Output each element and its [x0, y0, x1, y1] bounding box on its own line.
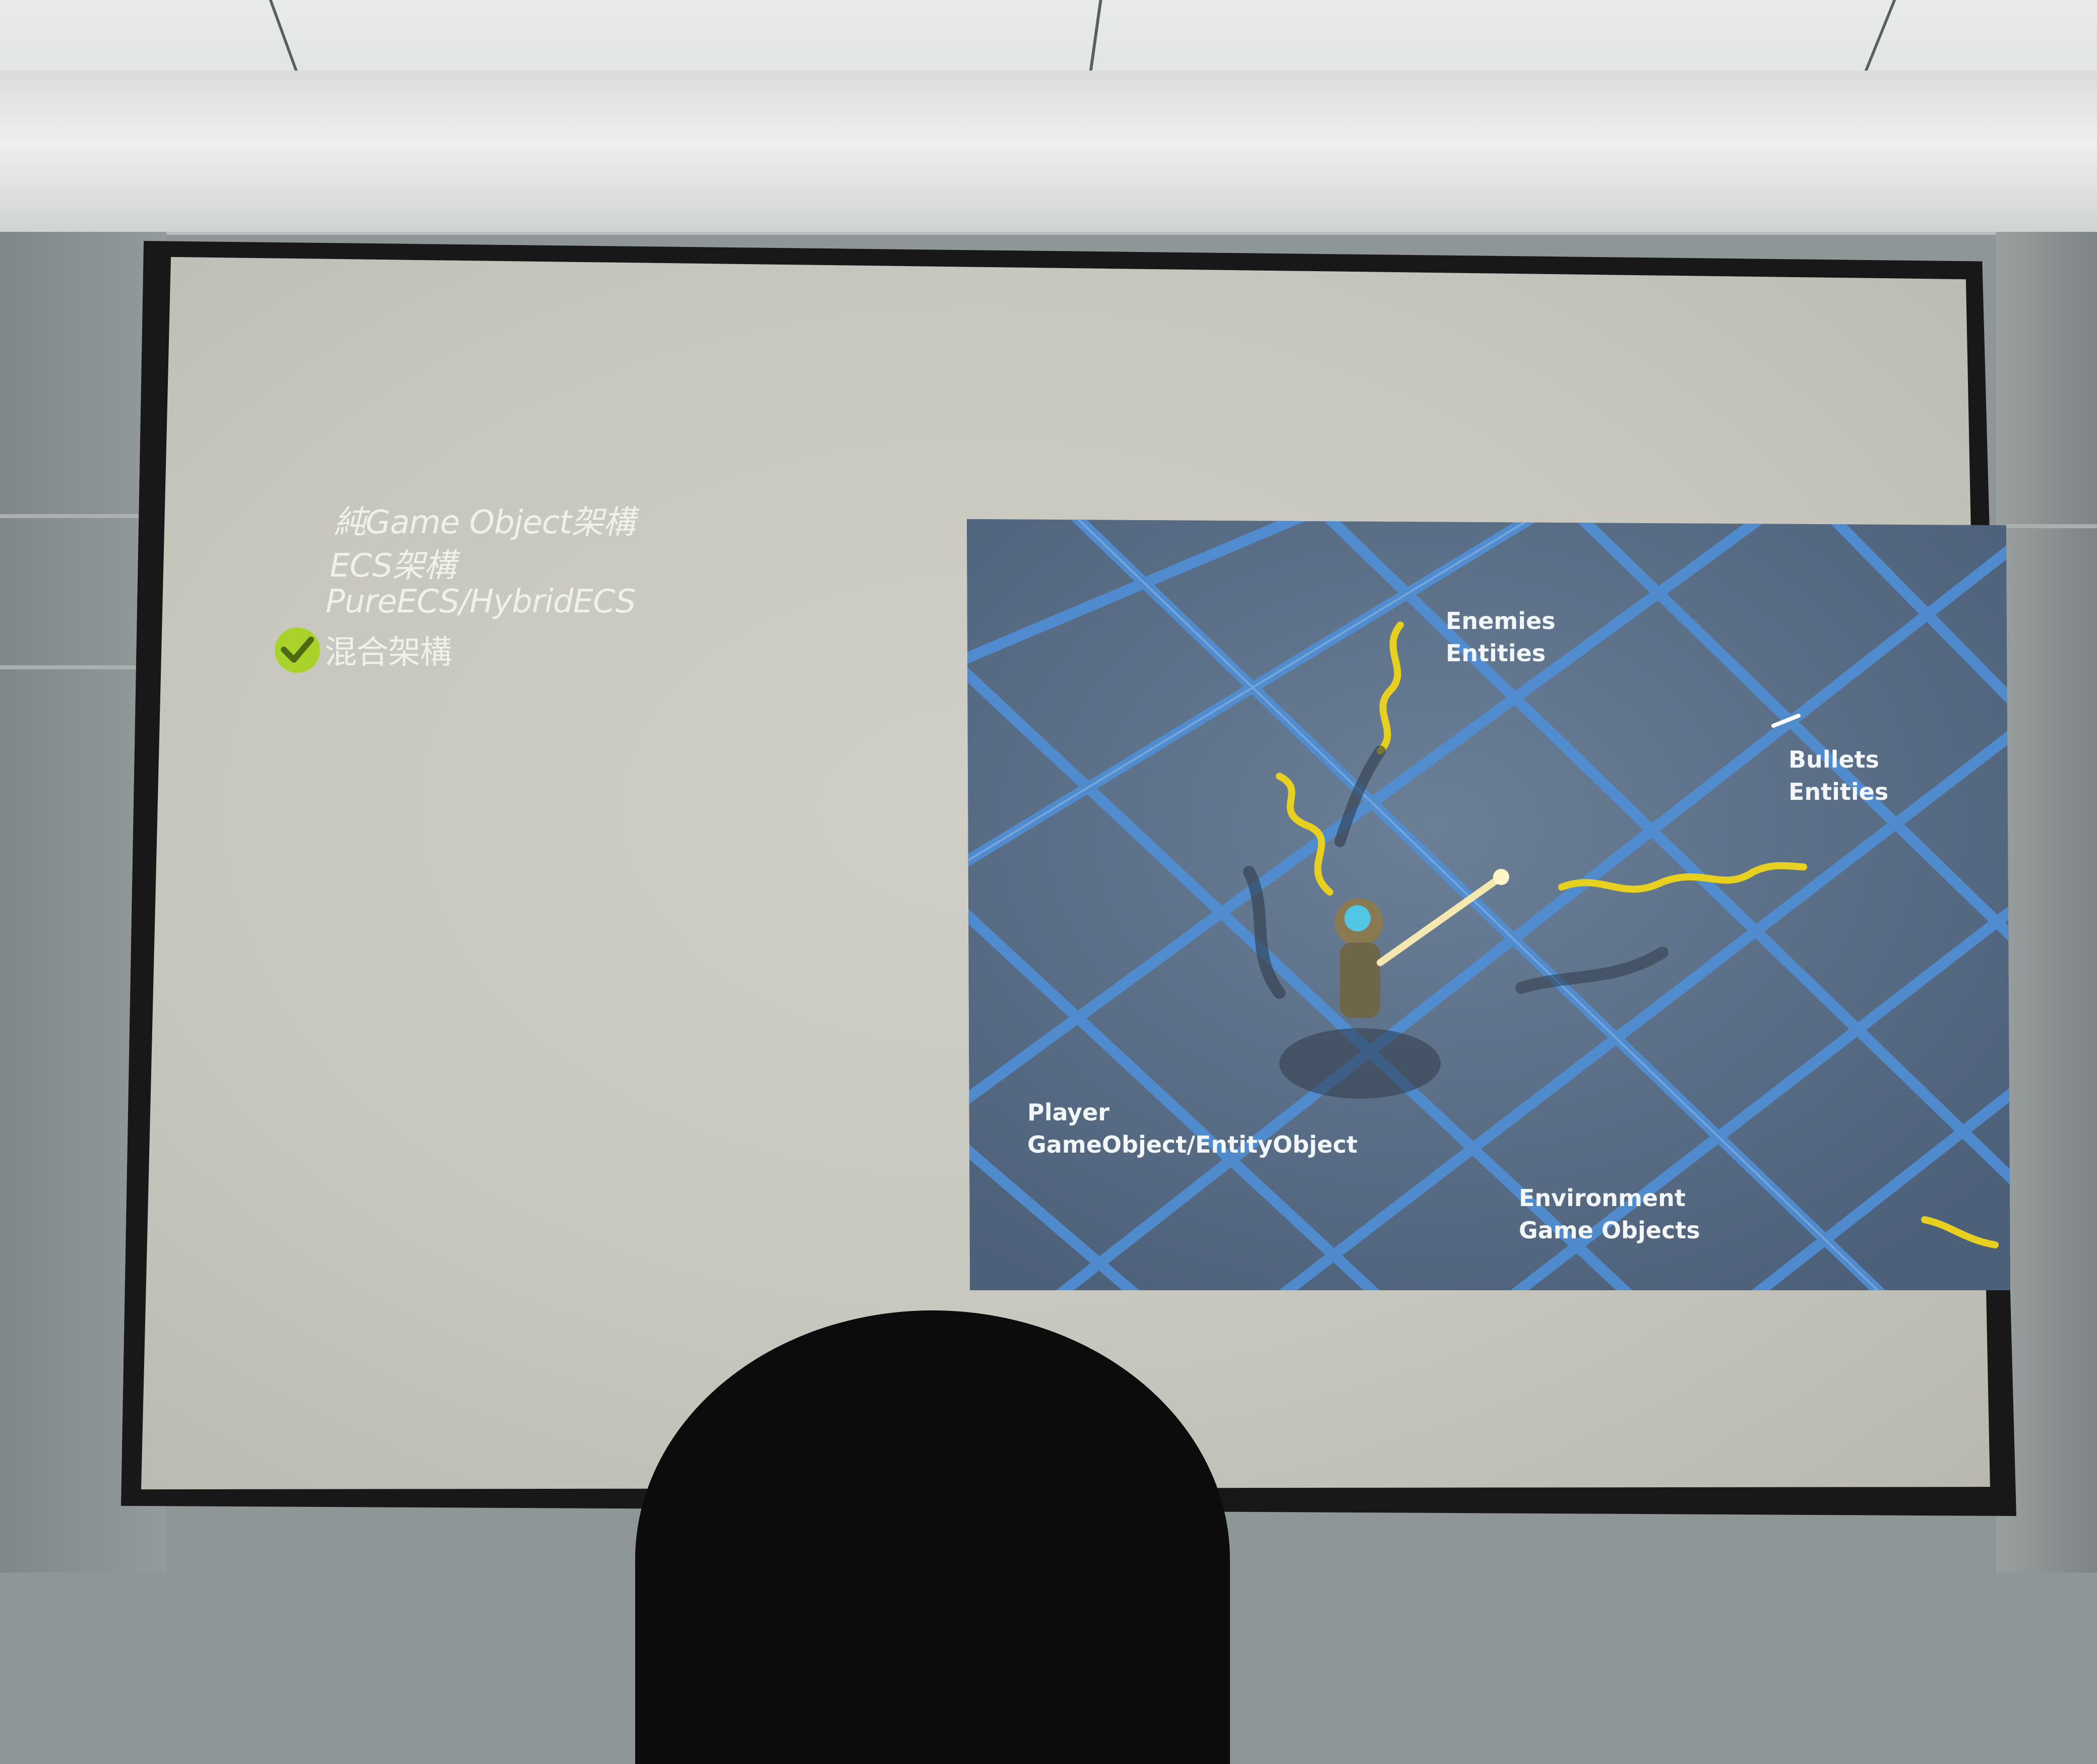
- checkmark-glyph: [281, 637, 314, 663]
- label-bullets-title: Bullets: [1788, 746, 1879, 773]
- grid-floor: [967, 519, 2010, 1290]
- ceiling-soffit: [0, 71, 2097, 235]
- label-player-type: GameObject/EntityObject: [1027, 1131, 1358, 1158]
- label-enemies-title: Enemies: [1446, 607, 1556, 635]
- label-environment-title: Environment: [1519, 1184, 1686, 1212]
- enemy-trails: [1243, 621, 1999, 1248]
- label-enemies: Enemies Entities: [1446, 605, 1556, 669]
- check-icon: [275, 627, 320, 673]
- label-environment: Environment Game Objects: [1519, 1182, 1700, 1246]
- player-character: [1279, 869, 1509, 1099]
- wall-trim: [2006, 524, 2097, 528]
- bullet-projectile: [1771, 714, 1801, 728]
- ceiling-seam: [1088, 0, 1102, 76]
- label-bullets-type: Entities: [1788, 778, 1889, 805]
- ceiling-seam: [269, 0, 299, 73]
- label-player: Player GameObject/EntityObject: [1027, 1096, 1358, 1161]
- floor-grid-highlights: [967, 519, 1926, 1290]
- label-player-title: Player: [1027, 1099, 1109, 1126]
- label-bullets: Bullets Entities: [1788, 743, 1888, 808]
- game-demo-screenshot: Enemies Entities Bullets Entities Player…: [967, 519, 2010, 1290]
- option-pure-hybrid-ecs: PureECS/HybridECS: [326, 583, 636, 620]
- floor-grid-lines: [967, 519, 2010, 1290]
- wall-trim: [0, 665, 151, 669]
- option-ecs: ECS架構: [330, 547, 456, 585]
- right-wall: [1996, 232, 2097, 1572]
- label-enemies-type: Entities: [1446, 640, 1546, 667]
- label-environment-type: Game Objects: [1519, 1217, 1700, 1244]
- option-hybrid-selected: 混合架構: [325, 634, 452, 671]
- option-pure-gameobject: 純Game Object架構: [334, 504, 635, 541]
- wall-trim: [0, 514, 151, 518]
